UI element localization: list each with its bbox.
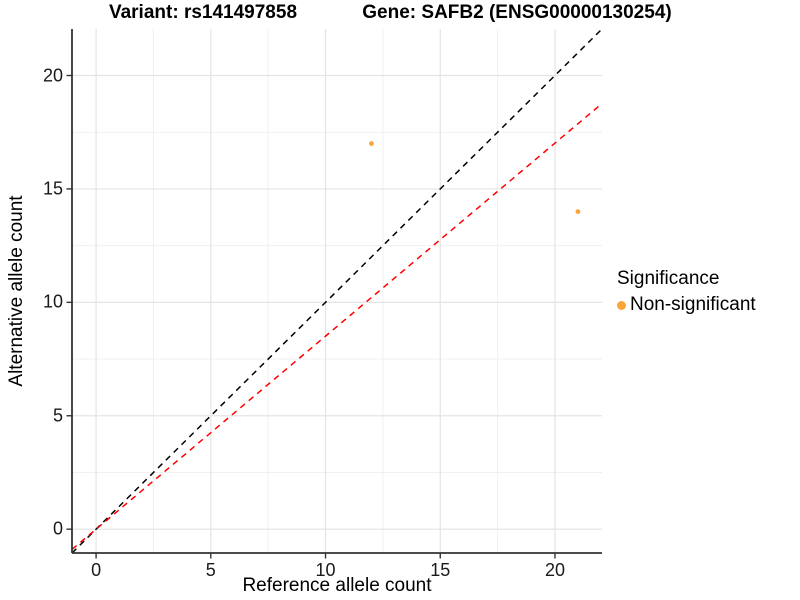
- y-axis-title: Alternative allele count: [6, 195, 27, 387]
- x-tick-label: 15: [430, 560, 451, 580]
- x-tick-label: 0: [91, 560, 102, 580]
- y-tick-label: 0: [52, 518, 63, 539]
- y-tick-label: 20: [42, 65, 63, 85]
- y-tick-label: 15: [42, 178, 63, 199]
- legend-title: Significance: [617, 268, 720, 289]
- x-axis-title: Reference allele count: [242, 575, 432, 596]
- legend-point-icon: [617, 300, 626, 310]
- x-tick-label: 20: [544, 560, 565, 580]
- x-tick-label: 10: [315, 560, 336, 580]
- data-point: [575, 209, 581, 215]
- identity-line: [72, 29, 602, 553]
- plot-title-variant: Variant: rs141497858: [108, 2, 298, 23]
- legend: Significance Non-significant: [617, 268, 756, 316]
- alt-vs-ref-fit-line: [72, 102, 602, 551]
- legend-item-label: Non-significant: [630, 294, 756, 315]
- x-tick-label: 5: [205, 560, 216, 580]
- y-tick-label: 5: [52, 405, 63, 426]
- legend-item: Non-significant: [617, 294, 756, 316]
- y-tick-label: 10: [42, 291, 63, 312]
- plot-title-gene: Gene: SAFB2 (ENSG00000130254): [362, 2, 672, 23]
- data-point: [369, 141, 374, 146]
